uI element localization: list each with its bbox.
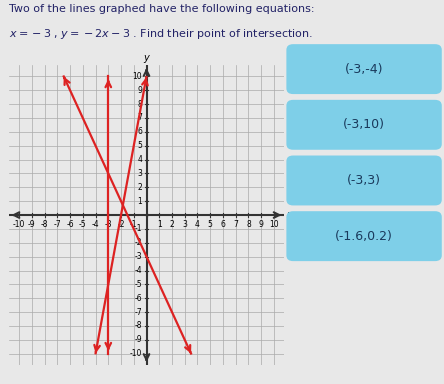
Text: 10: 10: [132, 72, 142, 81]
Text: 3: 3: [137, 169, 142, 178]
Text: -3: -3: [135, 252, 142, 261]
Text: 5: 5: [208, 220, 213, 229]
Text: (-3,10): (-3,10): [343, 118, 385, 131]
Text: -9: -9: [135, 335, 142, 344]
Text: (-3,-4): (-3,-4): [345, 63, 383, 76]
Text: 6: 6: [137, 127, 142, 136]
Text: 2: 2: [170, 220, 174, 229]
Text: x: x: [287, 210, 293, 220]
Text: 7: 7: [137, 114, 142, 122]
Text: -9: -9: [28, 220, 36, 229]
Text: -4: -4: [135, 266, 142, 275]
Text: 1: 1: [157, 220, 162, 229]
Text: -8: -8: [41, 220, 48, 229]
Text: -5: -5: [135, 280, 142, 289]
Text: -8: -8: [135, 321, 142, 331]
Text: 2: 2: [137, 183, 142, 192]
Text: -10: -10: [13, 220, 25, 229]
Text: 8: 8: [137, 99, 142, 109]
Text: 4: 4: [137, 155, 142, 164]
Text: 3: 3: [182, 220, 187, 229]
Text: -7: -7: [135, 308, 142, 316]
Text: y: y: [144, 53, 149, 63]
Text: -6: -6: [66, 220, 74, 229]
Text: -5: -5: [79, 220, 87, 229]
Text: 9: 9: [137, 86, 142, 95]
Text: -7: -7: [53, 220, 61, 229]
Text: 4: 4: [195, 220, 200, 229]
Text: -2: -2: [135, 238, 142, 247]
Text: -10: -10: [130, 349, 142, 358]
Text: -3: -3: [104, 220, 112, 229]
Text: -6: -6: [135, 294, 142, 303]
Text: 10: 10: [269, 220, 279, 229]
Text: 1: 1: [137, 197, 142, 206]
Text: (-3,3): (-3,3): [347, 174, 381, 187]
Text: $x=-3$ , $y=-2x-3$ . Find their point of intersection.: $x=-3$ , $y=-2x-3$ . Find their point of…: [9, 27, 313, 41]
Text: -1: -1: [135, 224, 142, 233]
Text: 7: 7: [233, 220, 238, 229]
Text: Two of the lines graphed have the following equations:: Two of the lines graphed have the follow…: [9, 4, 314, 14]
Text: 5: 5: [137, 141, 142, 150]
Text: 6: 6: [221, 220, 226, 229]
Text: -4: -4: [92, 220, 99, 229]
Text: (-1.6,0.2): (-1.6,0.2): [335, 230, 393, 243]
Text: 9: 9: [259, 220, 264, 229]
Text: -2: -2: [117, 220, 125, 229]
Text: -1: -1: [130, 220, 138, 229]
Text: 8: 8: [246, 220, 251, 229]
